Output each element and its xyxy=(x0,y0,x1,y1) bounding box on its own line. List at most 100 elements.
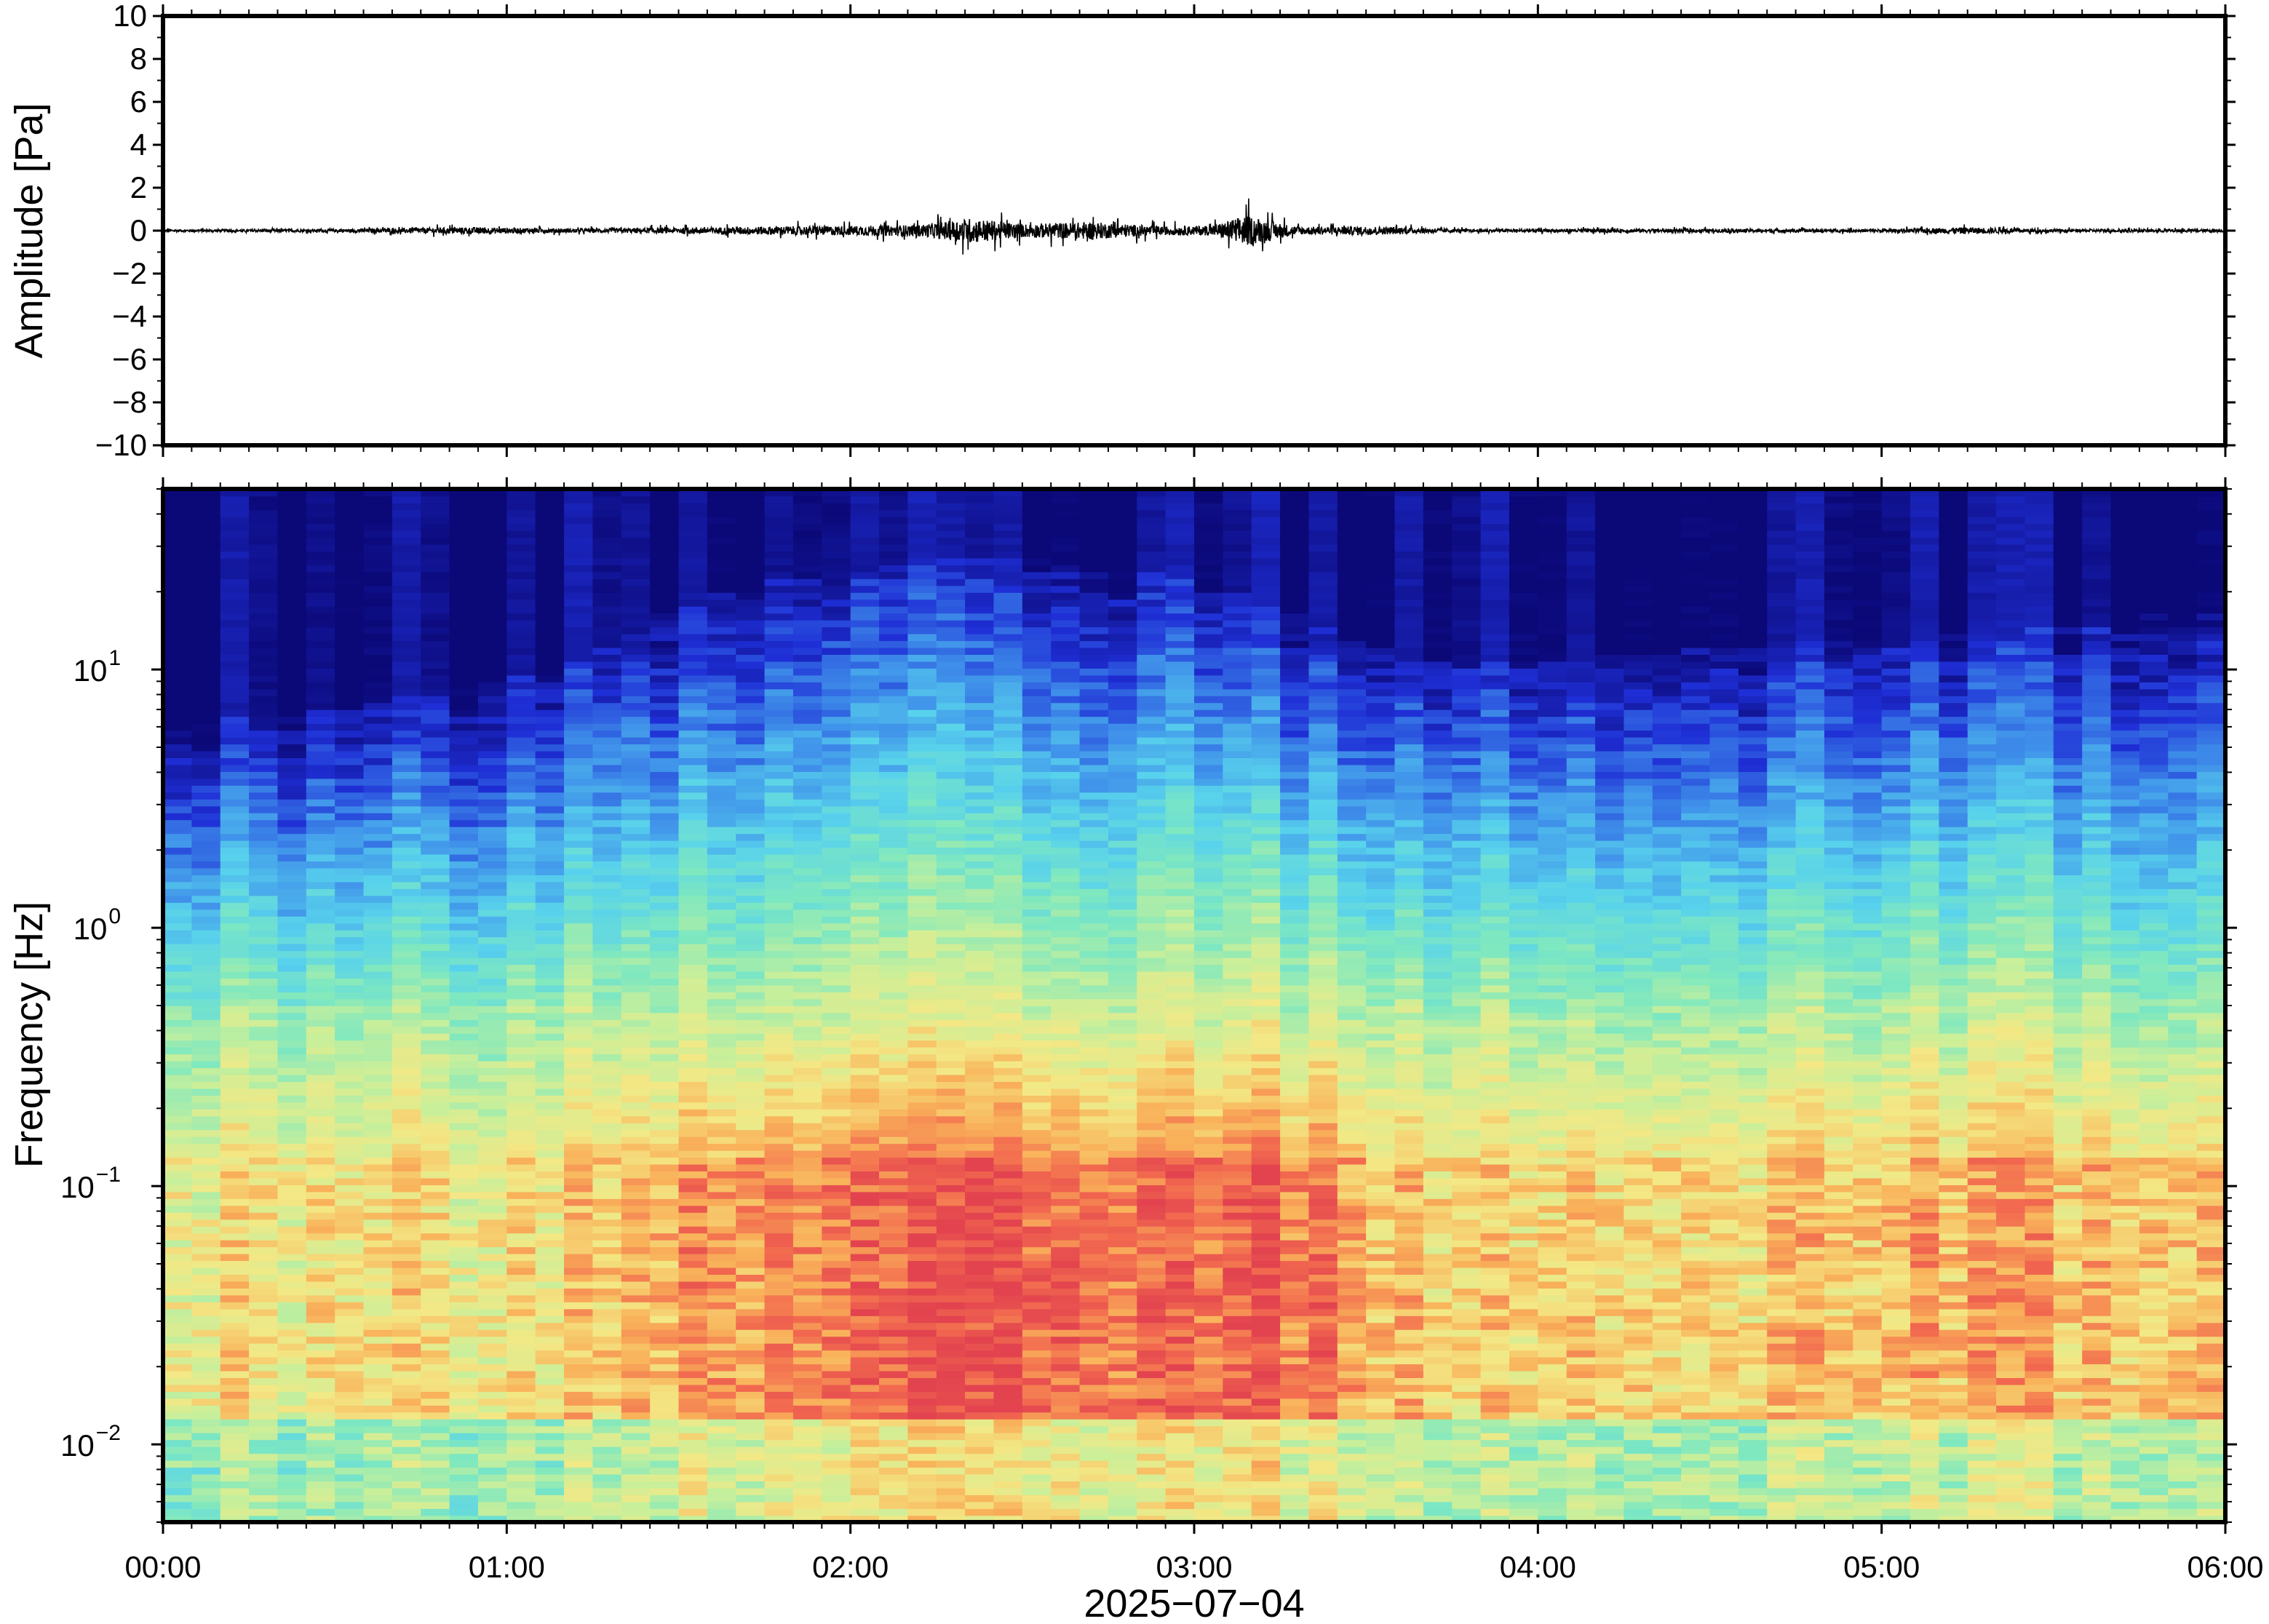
spectrogram-cell xyxy=(650,1032,680,1041)
spectrogram-cell xyxy=(506,1508,536,1516)
spectrogram-cell xyxy=(306,557,335,565)
spectrogram-cell xyxy=(965,682,995,690)
spectrogram-cell xyxy=(392,929,422,938)
spectrogram-cell xyxy=(592,613,622,621)
spectrogram-cell xyxy=(650,1494,680,1502)
spectrogram-cell xyxy=(850,1177,880,1185)
spectrogram-cell xyxy=(564,1026,594,1034)
spectrogram-cell xyxy=(707,495,737,503)
spectrogram-cell xyxy=(421,599,450,607)
spectrogram-cell xyxy=(564,833,594,841)
spectrogram-cell xyxy=(564,696,594,704)
spectrogram-cell xyxy=(249,1405,279,1413)
spectrogram-cell xyxy=(1022,771,1052,779)
spectrogram-cell xyxy=(220,1453,250,1461)
spectrogram-cell xyxy=(764,1412,794,1420)
spectrogram-cell xyxy=(965,674,995,682)
spectrogram-cell xyxy=(993,929,1023,938)
spectrogram-cell xyxy=(936,696,966,704)
spectrogram-cell xyxy=(449,1177,479,1185)
spectrogram-cell xyxy=(449,1460,479,1468)
spectrogram-cell xyxy=(421,647,450,655)
spectrogram-cell xyxy=(621,971,651,979)
spectrogram-cell xyxy=(965,888,995,896)
spectrogram-cell xyxy=(764,744,794,752)
spectrogram-cell xyxy=(277,1460,307,1468)
spectrogram-cell xyxy=(306,696,335,704)
spectrogram-cell xyxy=(564,1136,594,1145)
spectrogram-cell xyxy=(850,799,880,807)
spectrogram-cell xyxy=(277,1384,307,1392)
spectrogram-cell xyxy=(993,1212,1023,1220)
spectrogram-cell xyxy=(564,1095,594,1103)
spectrogram-cell xyxy=(506,1267,536,1275)
spectrogram-cell xyxy=(335,1060,365,1068)
spectrogram-cell xyxy=(936,1412,966,1420)
spectrogram-cell xyxy=(621,502,651,511)
spectrogram-cell xyxy=(1022,1288,1052,1296)
spectrogram-cell xyxy=(564,1315,594,1324)
spectrogram-cell xyxy=(764,1432,794,1441)
spectrogram-cell xyxy=(363,1487,393,1495)
spectrogram-cell xyxy=(792,1246,823,1254)
spectrogram-cell xyxy=(764,819,794,827)
spectrogram-cell xyxy=(306,1088,335,1096)
spectrogram-cell xyxy=(163,1322,193,1330)
spectrogram-cell xyxy=(306,1315,335,1324)
spectrogram-cell xyxy=(707,509,737,517)
spectrogram-cell xyxy=(421,1377,450,1385)
spectrogram-cell xyxy=(506,709,536,717)
spectrogram-cell xyxy=(764,1308,794,1316)
waveform-ytick-label: −4 xyxy=(112,299,147,333)
spectrogram-cell xyxy=(650,1177,680,1185)
spectrogram-cell xyxy=(850,1067,880,1075)
spectrogram-cell xyxy=(592,523,622,531)
spectrogram-cell xyxy=(879,929,909,938)
spectrogram-cell xyxy=(421,544,450,552)
spectrogram-cell xyxy=(1051,1350,1081,1358)
spectrogram-cell xyxy=(191,654,221,662)
spectrogram-cell xyxy=(907,915,937,924)
spectrogram-cell xyxy=(650,1129,680,1137)
spectrogram-cell xyxy=(506,723,536,731)
spectrogram-cell xyxy=(650,1150,680,1158)
spectrogram-cell xyxy=(850,1405,880,1413)
spectrogram-cell xyxy=(335,1302,365,1310)
spectrogram-cell xyxy=(650,1453,680,1461)
spectrogram-cell xyxy=(506,489,536,497)
spectrogram-cell xyxy=(822,1432,851,1441)
spectrogram-cell xyxy=(879,661,909,669)
spectrogram-cell xyxy=(191,640,221,648)
spectrogram-cell xyxy=(850,847,880,855)
spectrogram-cell xyxy=(163,1446,193,1454)
spectrogram-cell xyxy=(306,1191,335,1199)
spectrogram-cell xyxy=(249,875,279,883)
spectrogram-cell xyxy=(879,1432,909,1441)
spectrogram-cell xyxy=(621,1412,651,1420)
spectrogram-cell xyxy=(1022,1398,1052,1406)
spectrogram-cell xyxy=(1022,702,1052,710)
spectrogram-cell xyxy=(707,1054,737,1062)
spectrogram-cell xyxy=(707,1012,737,1020)
spectrogram-cell xyxy=(822,619,851,628)
spectrogram-cell xyxy=(736,778,766,786)
spectrogram-cell xyxy=(477,516,508,525)
spectrogram-cell xyxy=(535,1391,565,1399)
spectrogram-cell xyxy=(993,1315,1023,1324)
spectrogram-cell xyxy=(936,881,966,889)
spectrogram-cell xyxy=(792,489,823,497)
spectrogram-cell xyxy=(363,895,393,903)
spectrogram-cell xyxy=(879,592,909,600)
spectrogram-cell xyxy=(764,1115,794,1123)
spectrogram-cell xyxy=(764,805,794,813)
spectrogram-cell xyxy=(163,1302,193,1310)
spectrogram-cell xyxy=(220,1046,250,1055)
spectrogram-cell xyxy=(1022,1473,1052,1481)
spectrogram-cell xyxy=(764,1508,794,1516)
spectrogram-cell xyxy=(220,833,250,841)
spectrogram-cell xyxy=(392,537,422,545)
spectrogram-cell xyxy=(564,1342,594,1351)
spectrogram-cell xyxy=(163,1391,193,1399)
spectrogram-cell xyxy=(764,1302,794,1310)
spectrogram-cell xyxy=(592,565,622,573)
